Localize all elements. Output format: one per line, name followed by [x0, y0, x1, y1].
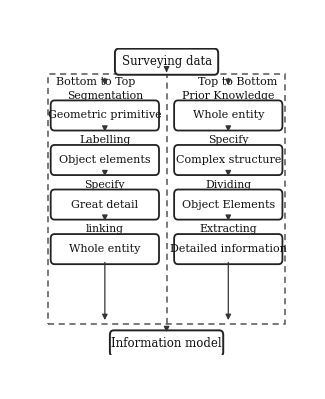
Text: Labelling: Labelling	[79, 135, 131, 145]
FancyBboxPatch shape	[51, 190, 159, 219]
Text: Information model: Information model	[111, 337, 222, 350]
FancyBboxPatch shape	[174, 145, 282, 175]
Text: Object Elements: Object Elements	[182, 200, 275, 209]
Text: Bottom to Top: Bottom to Top	[56, 77, 135, 87]
Text: Whole entity: Whole entity	[193, 111, 264, 120]
Text: Dividing: Dividing	[205, 180, 251, 190]
Text: Top to Bottom: Top to Bottom	[198, 77, 277, 87]
FancyBboxPatch shape	[110, 330, 223, 356]
Text: Whole entity: Whole entity	[69, 244, 140, 254]
FancyBboxPatch shape	[115, 49, 218, 75]
Text: Segmentation: Segmentation	[67, 91, 143, 101]
Text: Great detail: Great detail	[71, 200, 138, 209]
FancyBboxPatch shape	[51, 145, 159, 175]
FancyBboxPatch shape	[174, 101, 282, 130]
Text: Detailed information: Detailed information	[170, 244, 287, 254]
FancyBboxPatch shape	[174, 234, 282, 264]
Text: Complex structure: Complex structure	[176, 155, 281, 165]
Bar	[48, 74, 285, 324]
Text: linking: linking	[86, 224, 124, 234]
Text: Object elements: Object elements	[59, 155, 151, 165]
Text: Specify: Specify	[208, 135, 249, 145]
Text: Extracting: Extracting	[200, 224, 257, 234]
FancyBboxPatch shape	[51, 234, 159, 264]
FancyBboxPatch shape	[51, 101, 159, 130]
Text: Geometric primitive: Geometric primitive	[48, 111, 162, 120]
Text: Prior Knowledge: Prior Knowledge	[182, 91, 274, 101]
Text: Surveying data: Surveying data	[122, 55, 212, 68]
Text: Specify: Specify	[84, 180, 125, 190]
FancyBboxPatch shape	[174, 190, 282, 219]
